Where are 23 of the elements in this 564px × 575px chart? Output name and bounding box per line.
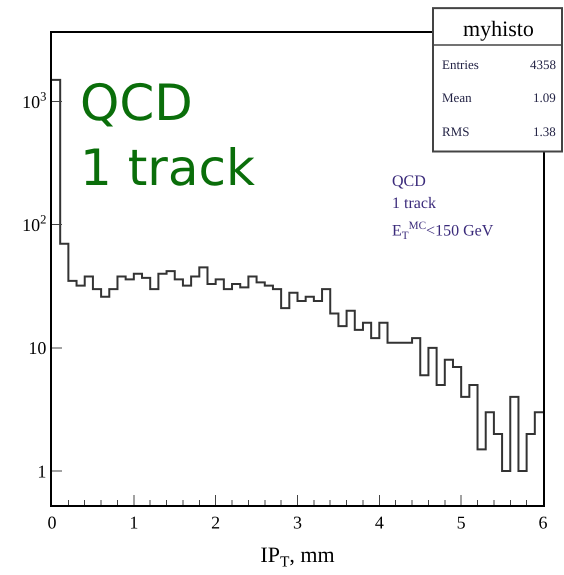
- annotation: 1.09: [533, 90, 556, 105]
- x-tick-label: 1: [129, 512, 138, 533]
- annotation: Entries: [442, 57, 479, 72]
- annotation: 1 track: [392, 195, 436, 212]
- x-tick-label: 4: [374, 512, 384, 533]
- annotation: 4358: [530, 57, 556, 72]
- y-tick-label: 10$^{3}$: [22, 89, 46, 112]
- x-axis-title: IP$_{T}$, mm: [260, 542, 335, 571]
- y-tick-label: 10$^{2}$: [22, 212, 46, 235]
- annotation: E$_{T}$$^{MC}$<150 GeV: [392, 220, 494, 242]
- x-tick-label: 0: [48, 512, 56, 533]
- y-tick-label: 10: [28, 338, 46, 358]
- y-tick-label: 1: [37, 461, 46, 482]
- annotation: QCD: [392, 173, 426, 190]
- x-tick-label: 5: [456, 512, 466, 533]
- x-tick-label: 2: [211, 512, 220, 533]
- x-tick-label: 3: [293, 512, 302, 533]
- x-tick-label: 6: [538, 512, 548, 533]
- annotation: QCD 1 track: [80, 74, 255, 197]
- annotation: RMS: [442, 124, 470, 139]
- annotation: Mean: [442, 90, 472, 105]
- annotation: myhisto: [463, 16, 534, 41]
- annotation: 1.38: [533, 124, 556, 139]
